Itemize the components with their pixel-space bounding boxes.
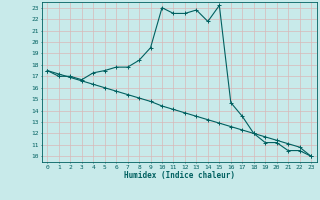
X-axis label: Humidex (Indice chaleur): Humidex (Indice chaleur)	[124, 171, 235, 180]
